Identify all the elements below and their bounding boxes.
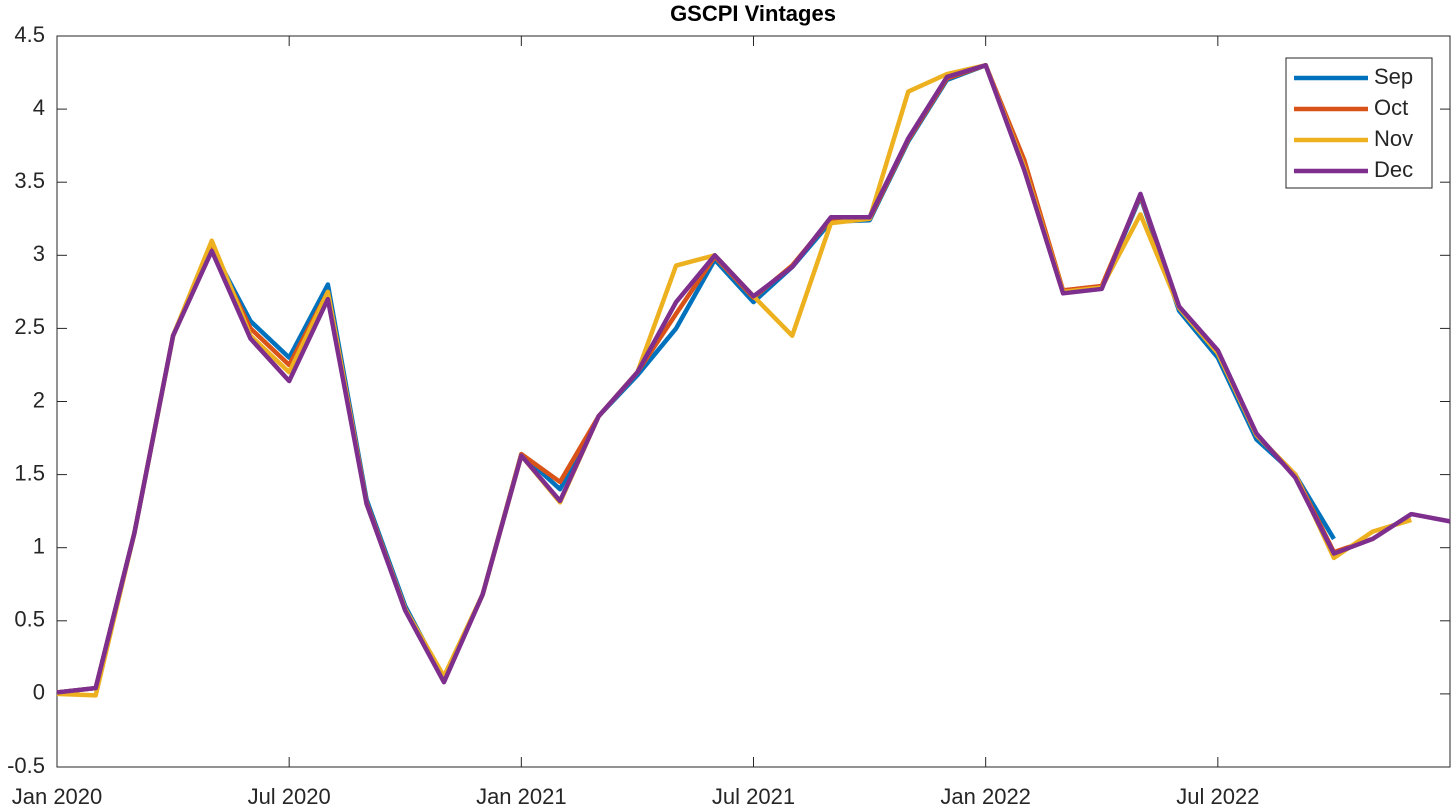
y-tick-label: 1 [33, 534, 45, 559]
x-tick-label: Jul 2022 [1176, 784, 1259, 809]
y-tick-label: 3 [33, 241, 45, 266]
series-line [56, 62, 1412, 698]
chart-title: GSCPI Vintages [670, 1, 836, 26]
y-tick-label: -0.5 [7, 753, 45, 778]
x-tick-label: Jan 2022 [940, 784, 1031, 809]
y-tick-label: 4.5 [14, 22, 45, 47]
y-tick-label: 2.5 [14, 314, 45, 339]
x-tick-label: Jan 2020 [12, 784, 103, 809]
y-tick-label: 0 [33, 680, 45, 705]
series-line [56, 62, 1451, 695]
y-tick-label: 4 [33, 95, 45, 120]
x-tick-label: Jul 2020 [248, 784, 331, 809]
y-tick-label: 1.5 [14, 460, 45, 485]
legend-label: Sep [1374, 64, 1413, 89]
y-tick-label: 3.5 [14, 168, 45, 193]
legend-label: Nov [1374, 126, 1413, 151]
x-tick-label: Jan 2021 [476, 784, 567, 809]
legend-label: Oct [1374, 95, 1408, 120]
series-line [56, 62, 1336, 695]
y-tick-label: 2 [33, 387, 45, 412]
legend-label: Dec [1374, 157, 1413, 182]
series-line [56, 62, 1374, 695]
legend: Sep Oct Nov Dec [1285, 57, 1433, 189]
y-tick-label: 0.5 [14, 607, 45, 632]
x-tick-label: Jul 2021 [712, 784, 795, 809]
